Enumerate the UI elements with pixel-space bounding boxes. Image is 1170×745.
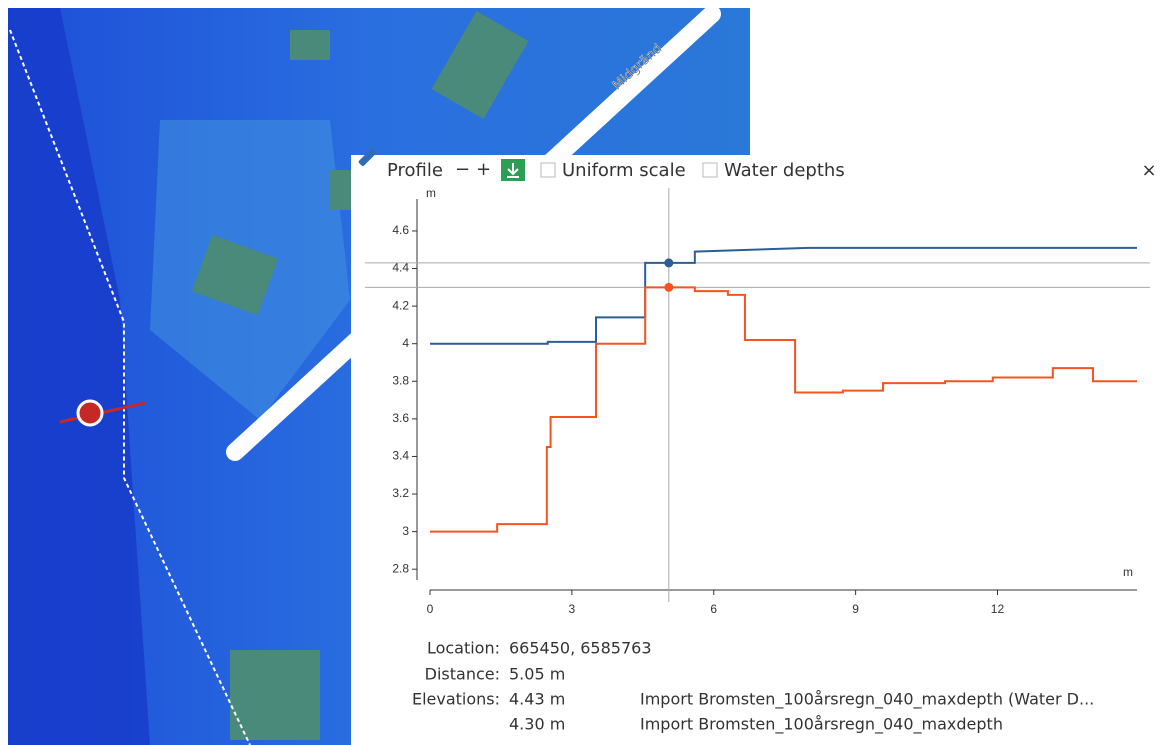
y-tick-label: 3.8	[392, 373, 409, 387]
x-tick-label: 3	[569, 602, 576, 616]
y-tick-label: 4	[402, 336, 409, 350]
elevation-value: 4.43 m	[509, 690, 565, 709]
map-building	[290, 30, 330, 60]
panel-title: Profile	[387, 160, 443, 181]
download-button[interactable]	[501, 159, 525, 181]
elevation-value: 4.30 m	[509, 715, 565, 734]
map-building	[230, 650, 320, 740]
zoom-out-button[interactable]: −	[455, 159, 470, 180]
distance-value: 5.05 m	[509, 665, 565, 684]
zoom-in-button[interactable]: +	[476, 159, 491, 180]
y-tick-label: 2.8	[392, 561, 409, 575]
distance-label: Distance:	[425, 665, 500, 684]
legend-entry: Import Bromsten_100årsregn_040_maxdepth	[640, 715, 1003, 735]
cursor-point	[664, 283, 673, 292]
profile-cursor-marker	[78, 401, 102, 425]
location-label: Location:	[427, 639, 500, 658]
close-button[interactable]: ×	[1141, 160, 1156, 181]
water-depths-label[interactable]: Water depths	[724, 160, 845, 181]
uniform-scale-label[interactable]: Uniform scale	[562, 160, 686, 181]
y-tick-label: 4.6	[392, 223, 409, 237]
y-tick-label: 3.4	[392, 449, 409, 463]
x-tick-label: 9	[852, 602, 859, 616]
x-tick-label: 6	[710, 602, 717, 616]
x-tick-label: 0	[427, 602, 434, 616]
uniform-scale-checkbox[interactable]	[541, 163, 555, 177]
cursor-point	[664, 258, 673, 267]
y-tick-label: 3.2	[392, 486, 409, 500]
x-axis-unit: m	[1123, 565, 1133, 579]
y-tick-label: 4.2	[392, 298, 409, 312]
x-tick-label: 12	[991, 602, 1005, 616]
location-value: 665450, 6585763	[509, 639, 652, 658]
screen: Midgränd Profile − + Uniform scale Water…	[0, 0, 1170, 745]
legend-entry: Import Bromsten_100årsregn_040_maxdepth …	[640, 690, 1094, 710]
y-tick-label: 3.6	[392, 411, 409, 425]
y-tick-label: 3	[402, 524, 409, 538]
water-depths-checkbox[interactable]	[703, 163, 717, 177]
elevations-label: Elevations:	[412, 690, 500, 709]
y-axis-unit: m	[426, 186, 436, 200]
page: Midgränd Profile − + Uniform scale Water…	[0, 0, 1170, 745]
